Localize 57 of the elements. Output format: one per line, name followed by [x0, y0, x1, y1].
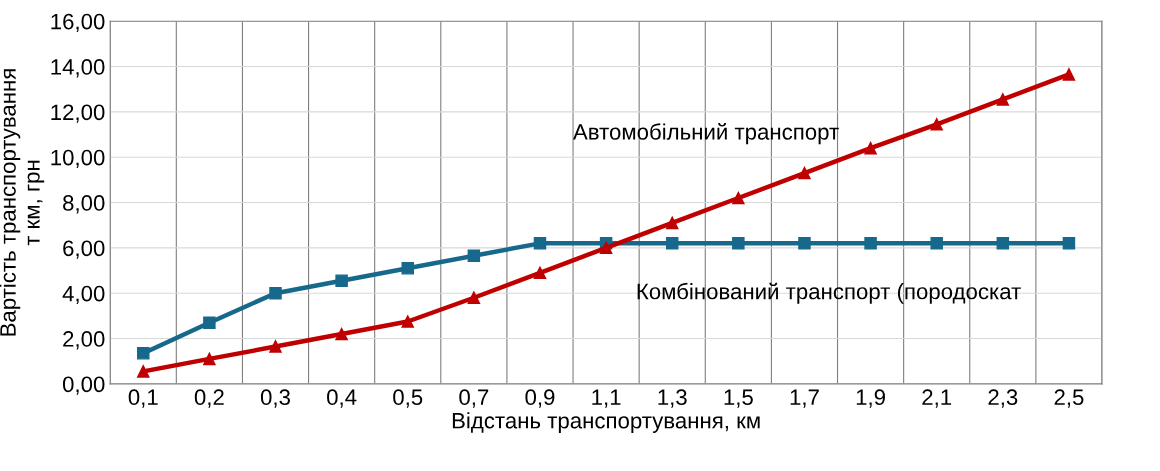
y-tick-label: 4,00	[62, 285, 105, 305]
x-tick-label: 2,1	[922, 389, 952, 408]
point	[401, 262, 414, 275]
point	[533, 266, 547, 280]
x-tick-label: 2,5	[1054, 389, 1084, 408]
x-tick-label: 0,5	[393, 389, 423, 408]
point	[533, 237, 547, 250]
point	[665, 216, 679, 230]
point	[137, 365, 150, 378]
x-tick-label: 1,7	[790, 389, 819, 408]
x-axis-title: Відстань транспортування, км	[452, 412, 760, 433]
y-tick-label: 6,00	[63, 240, 105, 259]
point	[864, 141, 877, 155]
point	[996, 237, 1010, 250]
y-tick-label: 0,00	[62, 376, 105, 395]
point	[203, 316, 216, 329]
point	[665, 237, 679, 250]
x-tick-label: 1,3	[658, 389, 687, 408]
y-tick-label: 12,00	[51, 104, 105, 123]
y-tick-label: 8,00	[63, 195, 105, 214]
y-tick-label: 16,00	[51, 13, 105, 33]
point	[599, 241, 613, 255]
x-tick-label: 0,3	[260, 389, 290, 408]
point	[335, 327, 348, 341]
point	[1062, 237, 1076, 250]
x-tick-label: 0,9	[525, 389, 555, 408]
y-tick-label: 2,00	[63, 331, 105, 350]
x-tick-label: 1,1	[592, 389, 621, 408]
point	[137, 347, 150, 360]
point	[798, 166, 811, 180]
point	[996, 93, 1010, 106]
x-tick-label: 1,9	[856, 389, 885, 408]
point	[732, 237, 745, 250]
x-tick-label: 2,3	[988, 389, 1018, 408]
point	[930, 237, 943, 250]
y-tick-label: 10,00	[51, 149, 105, 169]
point	[732, 191, 745, 205]
x-tick-label: 1,5	[724, 389, 753, 408]
y-axis-title: Вартість транспортування т км, грн	[0, 69, 45, 336]
y-tick-label: 14,00	[51, 59, 105, 78]
point	[269, 286, 282, 300]
series-label: Комбінований транспорт (породоскат	[637, 282, 1021, 304]
x-tick-label: 0,2	[194, 389, 224, 408]
point	[467, 291, 481, 304]
series-label: Автомобільний транспорт	[572, 123, 839, 145]
point	[798, 237, 811, 250]
x-tick-label: 0,1	[128, 389, 158, 408]
point	[269, 340, 282, 353]
point	[930, 118, 943, 131]
point	[467, 249, 481, 263]
point	[203, 352, 216, 366]
point	[335, 274, 348, 287]
point	[864, 237, 877, 250]
x-tick-label: 0,4	[327, 389, 357, 408]
point	[401, 315, 414, 328]
x-tick-label: 0,7	[459, 389, 489, 408]
point	[1062, 68, 1076, 81]
